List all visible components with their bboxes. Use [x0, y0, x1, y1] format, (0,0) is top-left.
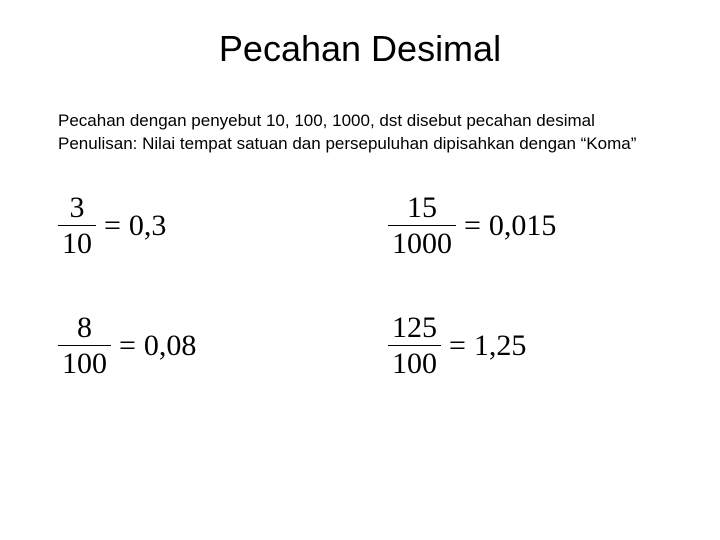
decimal-result: 1,25 — [474, 329, 527, 363]
numerator: 3 — [66, 192, 89, 224]
equals-sign: = — [96, 209, 129, 243]
equals-sign: = — [441, 329, 474, 363]
page-title: Pecahan Desimal — [0, 0, 720, 110]
denominator: 1000 — [388, 228, 456, 260]
equation-row-1: 3 10 = 0,3 15 1000 = 0,015 — [58, 192, 680, 260]
fraction-bar — [58, 345, 111, 346]
denominator: 100 — [388, 348, 441, 380]
fraction-4: 125 100 — [388, 312, 441, 380]
equation-1: 3 10 = 0,3 — [58, 192, 388, 260]
denominator: 10 — [58, 228, 96, 260]
numerator: 15 — [403, 192, 441, 224]
equals-sign: = — [111, 329, 144, 363]
equation-row-2: 8 100 = 0,08 125 100 = 1,25 — [58, 312, 680, 380]
equals-sign: = — [456, 209, 489, 243]
fraction-1: 3 10 — [58, 192, 96, 260]
decimal-result: 0,3 — [129, 209, 167, 243]
equation-2: 15 1000 = 0,015 — [388, 192, 556, 260]
fraction-bar — [388, 345, 441, 346]
denominator: 100 — [58, 348, 111, 380]
description-line-1: Pecahan dengan penyebut 10, 100, 1000, d… — [58, 110, 680, 133]
fraction-bar — [58, 225, 96, 226]
numerator: 8 — [73, 312, 96, 344]
equation-3: 8 100 = 0,08 — [58, 312, 388, 380]
fraction-2: 15 1000 — [388, 192, 456, 260]
equation-4: 125 100 = 1,25 — [388, 312, 526, 380]
description: Pecahan dengan penyebut 10, 100, 1000, d… — [0, 110, 720, 192]
numerator: 125 — [388, 312, 441, 344]
fraction-3: 8 100 — [58, 312, 111, 380]
fraction-bar — [388, 225, 456, 226]
decimal-result: 0,015 — [489, 209, 557, 243]
equations-area: 3 10 = 0,3 15 1000 = 0,015 8 100 = — [0, 192, 720, 380]
decimal-result: 0,08 — [144, 329, 197, 363]
description-line-2: Penulisan: Nilai tempat satuan dan perse… — [58, 133, 680, 156]
